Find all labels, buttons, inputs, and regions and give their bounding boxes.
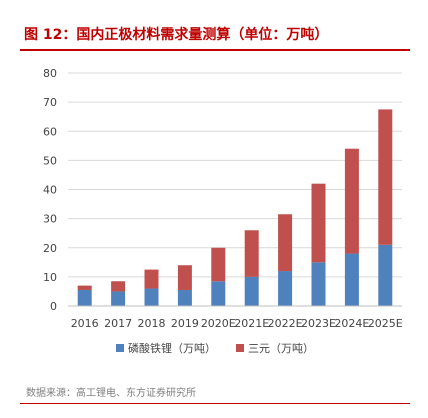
bar-lfp: [111, 291, 126, 306]
legend-swatch-lfp: [116, 344, 124, 352]
bar-lfp: [378, 244, 393, 306]
x-tick-label: 2025E: [368, 317, 403, 330]
y-tick-label: 30: [43, 213, 57, 226]
x-tick-label: 2021E: [234, 317, 269, 330]
title-divider: [20, 49, 410, 51]
x-tick-label: 2020E: [201, 317, 236, 330]
y-tick-label: 70: [43, 96, 57, 109]
y-tick-label: 50: [43, 154, 57, 167]
bar-ternary: [77, 285, 92, 290]
y-tick-label: 80: [43, 67, 57, 80]
x-tick-label: 2016: [71, 317, 99, 330]
bar-lfp: [144, 288, 159, 306]
legend-label-lfp: 磷酸铁锂（万吨）: [128, 341, 216, 355]
y-tick-label: 60: [43, 125, 57, 138]
y-tick-label: 0: [50, 300, 57, 313]
bar-lfp: [311, 262, 326, 306]
x-tick-label: 2023E: [301, 317, 336, 330]
bar-ternary: [344, 148, 359, 254]
bar-ternary: [244, 230, 259, 277]
bar-ternary: [278, 214, 293, 272]
bar-lfp: [177, 289, 192, 306]
bar-lfp: [278, 271, 293, 306]
bar-lfp: [77, 289, 92, 306]
bar-ternary: [211, 247, 226, 282]
bar-ternary: [177, 265, 192, 290]
bar-ternary: [378, 109, 393, 245]
x-tick-label: 2024E: [334, 317, 369, 330]
x-tick-label: 2018: [138, 317, 166, 330]
bar-ternary: [144, 269, 159, 289]
y-tick-label: 40: [43, 184, 57, 197]
y-tick-label: 10: [43, 271, 57, 284]
legend-swatch-ternary: [236, 344, 244, 352]
bar-lfp: [211, 281, 226, 306]
chart-title: 图 12：国内正极材料需求量测算（单位：万吨）: [24, 27, 329, 43]
x-tick-label: 2017: [104, 317, 132, 330]
bar-lfp: [344, 253, 359, 306]
footer-divider: [20, 403, 410, 404]
bar-ternary: [111, 281, 126, 292]
bar-ternary: [311, 183, 326, 263]
y-tick-label: 20: [43, 242, 57, 255]
x-tick-label: 2019: [171, 317, 199, 330]
legend-label-ternary: 三元（万吨）: [248, 342, 314, 355]
bar-lfp: [244, 276, 259, 306]
source-note: 数据来源：高工锂电、东方证券研究所: [26, 388, 196, 399]
x-tick-label: 2022E: [268, 317, 303, 330]
